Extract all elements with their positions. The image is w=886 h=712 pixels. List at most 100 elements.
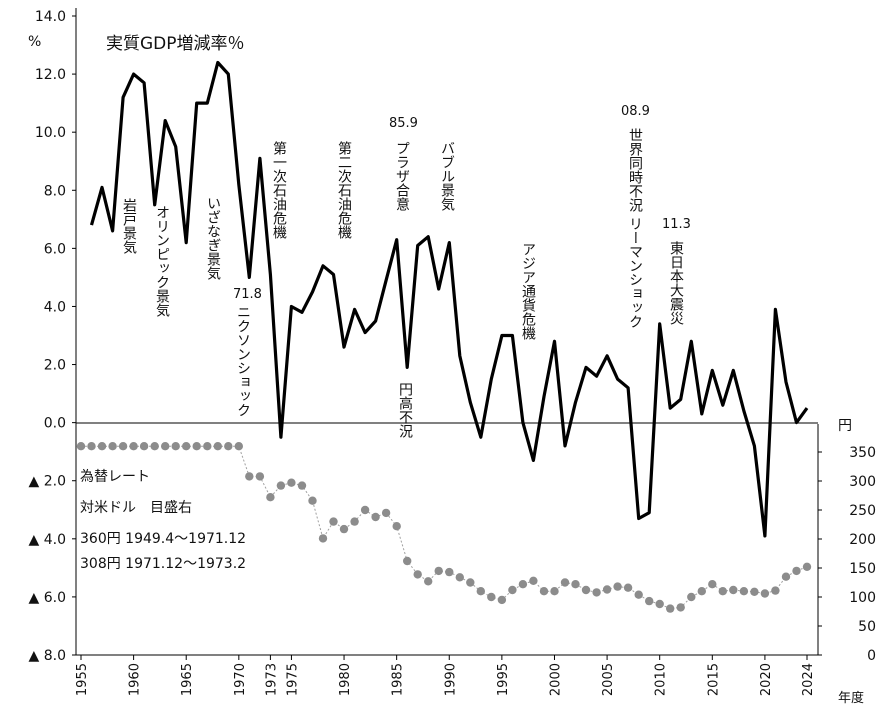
ann-quake-year: 11.3 [662,217,691,232]
x-tick-label: 2015 [706,663,721,696]
x-tick-label: 2024 [801,663,816,696]
fx-point [602,585,612,594]
fx-point [518,580,528,589]
right-axis-unit: 円 [838,418,852,434]
fx-point [529,576,538,585]
fx-point [592,588,601,597]
fx-legend-line2: 対米ドル 目盛右 [80,500,192,516]
fx-point [623,583,633,592]
fx-point [560,578,570,587]
right-tick-label: 0 [867,648,876,664]
left-tick-label: 0.0 [44,416,66,432]
fx-point [697,587,706,596]
ann-endaka: 円高不況 [397,382,413,439]
right-tick-label: 250 [849,503,876,519]
fx-point [424,577,433,586]
fx-series-line [81,445,808,610]
ann-nixon-year: 71.8 [233,287,262,302]
fx-point [645,596,654,606]
ann-oil2: 第二次石油危機 [336,140,352,240]
fx-point [445,567,454,577]
x-axis-label: 年度 [838,690,864,706]
fx-legend-line1: 為替レート [80,469,150,485]
ann-nixon: ニクソンショック [235,305,251,417]
fx-point [182,442,191,451]
fx-point [571,580,580,589]
fx-point [234,442,243,451]
right-tick-label: 150 [849,561,876,577]
fx-point [255,472,265,481]
ann-izanagi: いざなぎ景気 [205,196,221,281]
fx-point [771,586,780,595]
fx-point [413,570,422,579]
fx-point [508,585,517,595]
left-tick-label: 12.0 [35,67,66,83]
fx-point [760,589,770,598]
left-tick-label: 4.0 [44,299,66,315]
ann-lehman: 世界同時不況 リーマンショック [627,128,643,329]
fx-point [276,481,286,490]
fx-point [655,599,664,609]
fx-point [708,580,717,589]
fx-point [318,534,328,543]
left-tick-label: 2.0 [44,358,66,374]
fx-point [455,573,464,582]
fx-point [781,572,791,581]
x-tick-label: 1955 [75,663,90,696]
fx-point [266,493,275,502]
x-tick-label: 1985 [391,663,406,696]
fx-point [203,442,212,451]
x-tick-label: 1980 [338,663,353,696]
fx-point [466,578,475,587]
fx-point [118,442,128,451]
fx-point [350,517,359,526]
fx-series-markers [76,442,812,613]
ann-bubble: バブル景気 [439,141,455,212]
ann-plaza-year: 85.9 [389,116,418,131]
x-tick-label: 1960 [128,663,143,696]
fx-point [339,524,349,534]
fx-point [76,442,86,451]
ann-quake: 東日本大震災 [668,241,684,325]
fx-point [87,442,96,451]
fx-point [139,442,149,451]
fx-point [245,472,254,481]
fx-point [434,566,443,576]
ann-olympic: オリンピック景気 [154,205,170,318]
fx-legend-line3: 360円 1949.4～1971.12 [80,531,246,547]
fx-point [550,587,559,596]
fx-point [150,442,159,451]
right-tick-label: 50 [858,619,876,635]
fx-legend-line4: 308円 1971.12～1973.2 [80,556,246,572]
fx-point [171,442,180,451]
right-tick-label: 300 [849,474,876,490]
annotations: 岩戸景気 オリンピック景気 いざなぎ景気 71.8 ニクソンショック 第一次石油… [121,104,691,439]
fx-point [108,442,117,451]
x-axis-ticks: 1955 1960 1965 1970 1973 1975 1980 1985 1990 1995… [75,655,816,696]
fx-point [613,582,622,591]
x-tick-label: 2005 [601,663,616,696]
x-tick-label: 1973 [264,663,279,696]
fx-point [487,592,496,602]
left-tick-label: ▲ 4.0 [29,532,66,548]
fx-point [287,478,296,487]
fx-point [539,587,549,596]
x-tick-label: 1990 [443,663,458,696]
x-tick-label: 1995 [496,663,511,696]
x-tick-label: 1975 [285,663,300,696]
fx-point [687,592,696,602]
fx-point [403,556,412,566]
fx-point [129,442,138,451]
chart-title: 実質GDP増減率％ [106,34,245,54]
fx-point [750,587,759,596]
left-tick-label: ▲ 6.0 [29,590,66,606]
fx-point [360,505,370,515]
ann-lehman-year: 08.9 [621,104,650,119]
fx-point [792,566,801,576]
fx-point [97,442,107,451]
fx-legend: 為替レート 対米ドル 目盛右 360円 1949.4～1971.12 308円 … [80,469,246,572]
left-tick-label: 6.0 [44,241,66,257]
fx-point [371,512,380,522]
fx-point [381,508,391,518]
